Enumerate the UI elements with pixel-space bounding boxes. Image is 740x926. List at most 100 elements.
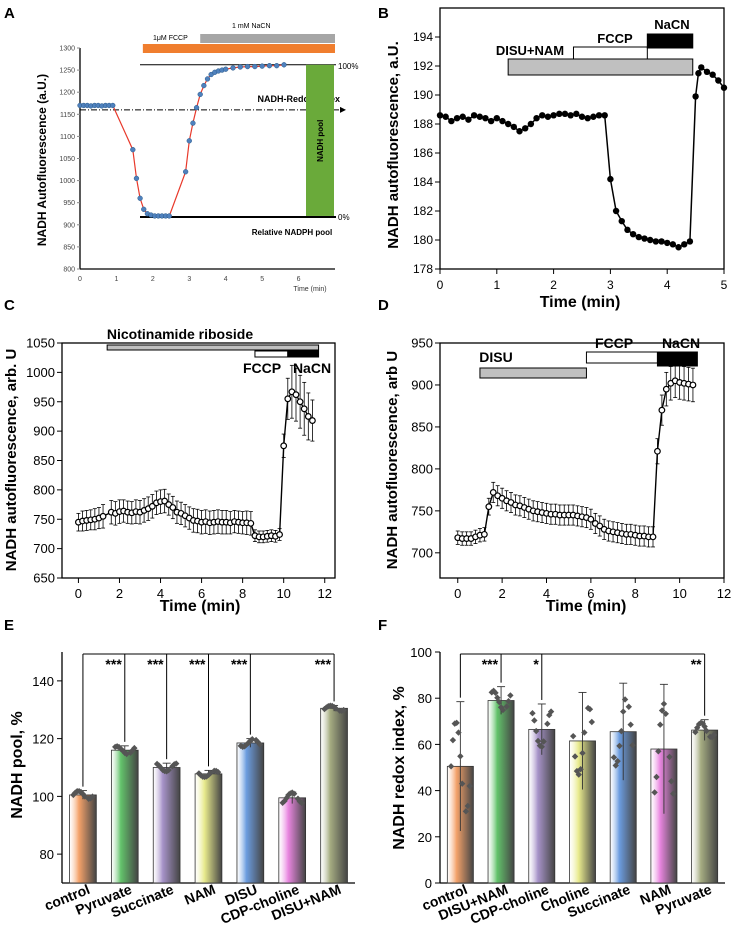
x-tick-label: 5 <box>260 276 264 283</box>
data-point <box>466 782 473 790</box>
y-tick-label: 178 <box>413 262 433 276</box>
y-tick-label: 186 <box>413 146 433 160</box>
data-point <box>453 719 460 727</box>
y-axis-label: NADH autofluorescence, a.U. <box>385 41 402 249</box>
data-point <box>448 117 455 125</box>
stimulus-label: FCCP <box>595 335 633 351</box>
y-tick-label: 1050 <box>26 336 55 351</box>
data-point <box>117 745 125 753</box>
data-point <box>544 720 551 728</box>
data-point <box>703 68 711 76</box>
x-tick-label: 8 <box>239 586 246 601</box>
data-point <box>595 112 603 119</box>
data-point <box>610 754 618 761</box>
data-point <box>148 502 156 510</box>
significance-label: *** <box>147 656 164 672</box>
stimulus-label-fccp: 1μM FCCP <box>153 35 188 42</box>
data-point <box>620 708 627 715</box>
data-point <box>81 793 89 800</box>
data-point <box>531 717 538 724</box>
y-tick-label: 850 <box>411 419 433 434</box>
y-tick-label: 800 <box>411 461 433 476</box>
significance-label: *** <box>482 656 499 672</box>
data-point <box>252 63 258 70</box>
panel-D: D 0 2 4 6 8 10 12 700 750 800 850 900 950 Time (min) NA… <box>378 297 731 615</box>
panel-letter: C <box>4 297 15 314</box>
x-axis-label: Time (min) <box>546 598 627 615</box>
y-tick-label: 750 <box>411 503 433 518</box>
data-point <box>436 112 444 119</box>
data-point <box>449 736 457 744</box>
data-point <box>165 766 172 774</box>
y-tick-label: 60 <box>418 737 432 752</box>
bar <box>691 729 719 884</box>
data-point <box>698 64 705 71</box>
data-point <box>681 241 688 248</box>
data-point <box>527 120 535 128</box>
data-point <box>499 117 506 125</box>
y-tick-label: 1150 <box>60 112 75 119</box>
y-tick-label: 188 <box>413 117 433 131</box>
panel-letter: A <box>4 5 15 22</box>
x-tick-label: 12 <box>717 586 731 601</box>
data-point <box>207 769 214 777</box>
significance-label: *** <box>189 656 206 672</box>
data-point <box>464 802 472 810</box>
data-point <box>254 738 262 746</box>
x-axis-label: Time (min) <box>160 598 241 615</box>
stimulus-bar <box>646 33 694 49</box>
data-point <box>243 741 250 748</box>
data-point <box>159 766 167 774</box>
data-point <box>612 207 620 215</box>
y-tick-label: 650 <box>33 571 55 586</box>
stimulus-label: NaCN <box>654 17 689 32</box>
data-point <box>569 732 577 740</box>
data-point <box>247 737 254 744</box>
panel-B: B 0 1 2 3 4 5 178 180 182 184 186 188 190 192 194 Time (… <box>378 5 728 311</box>
data-point <box>575 771 582 778</box>
data-point <box>274 63 280 69</box>
panel-letter: B <box>378 5 389 22</box>
y-tick-label: 80 <box>418 691 432 706</box>
data-point <box>462 808 470 815</box>
y-tick-label: 180 <box>413 233 433 247</box>
data-point <box>292 391 300 399</box>
data-point <box>298 799 305 807</box>
series-line <box>80 64 285 217</box>
data-point <box>321 705 328 713</box>
data-point <box>284 395 292 403</box>
stimulus-label: FCCP <box>597 31 633 46</box>
pct0-label: 0% <box>338 213 350 222</box>
y-tick-label: 1100 <box>60 134 75 141</box>
data-point <box>652 238 660 245</box>
data-point <box>587 515 595 523</box>
data-point <box>571 753 579 760</box>
data-point <box>709 71 716 78</box>
x-tick-label: 4 <box>664 278 671 292</box>
data-point <box>710 731 718 739</box>
data-point <box>625 703 632 710</box>
data-point <box>283 794 290 802</box>
y-tick-label: 1300 <box>59 46 75 53</box>
data-point <box>201 773 208 781</box>
y-axis-label: NADH redox index, % <box>391 686 408 850</box>
data-point <box>695 720 703 728</box>
data-point <box>689 381 697 389</box>
y-tick-label: 1250 <box>59 68 75 75</box>
stimulus-bar <box>507 58 694 76</box>
data-point <box>137 195 143 201</box>
pct100-label: 100% <box>338 62 358 71</box>
x-tick-label: 6 <box>297 276 301 283</box>
data-point <box>534 737 542 745</box>
y-tick-label: 1000 <box>26 365 55 380</box>
data-point <box>327 702 334 709</box>
data-point <box>579 749 586 757</box>
stimulus-bar <box>287 350 320 358</box>
data-point <box>197 91 203 98</box>
y-tick-label: 140 <box>32 674 54 689</box>
stimulus-label: DISU+NAM <box>496 43 564 58</box>
data-point <box>480 530 488 538</box>
x-tick-label: 0 <box>75 586 82 601</box>
stimulus-label-nacn: 1 mM NaCN <box>232 23 271 30</box>
